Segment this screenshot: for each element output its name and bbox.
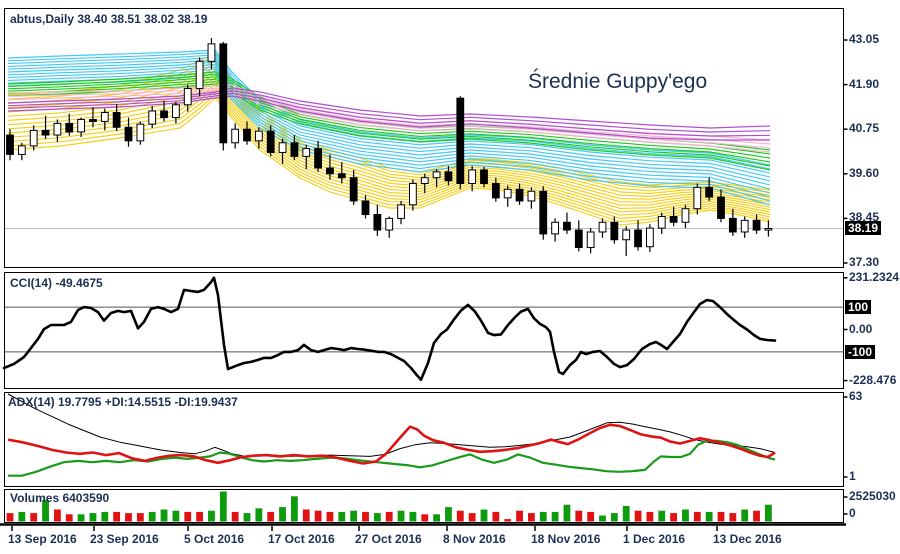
date-axis-label: 17 Oct 2016 <box>268 532 335 546</box>
volume-max-label: 2525030 <box>849 489 896 503</box>
date-axis-label: 13 Sep 2016 <box>8 532 77 546</box>
main-y-axis-label: 39.60 <box>849 165 880 180</box>
main-y-axis-label: 38.45 <box>849 210 880 225</box>
main-y-axis-label: 41.90 <box>849 76 880 91</box>
cci-upper-level-badge: 100 <box>845 300 872 315</box>
adx-indicator-label: ADX(14) 19.7795 +DI:14.5515 -DI:19.9437 <box>8 395 238 409</box>
chart-title: abtus,Daily 38.40 38.51 38.02 38.19 <box>10 12 208 26</box>
date-axis-label: 27 Oct 2016 <box>355 532 422 546</box>
guppy-annotation: Średnie Guppy'ego <box>528 70 708 93</box>
date-axis-label: 18 Nov 2016 <box>531 532 601 546</box>
cci-lower-level-badge: -100 <box>845 344 876 359</box>
date-axis-label: 1 Dec 2016 <box>623 532 686 546</box>
main-y-axis-label: 37.30 <box>849 255 880 269</box>
volumes-indicator-label: Volumes 6403590 <box>10 491 110 505</box>
cci-max-label: 231.2324 <box>849 269 900 284</box>
volume-min-label: 0 <box>849 506 856 520</box>
cci-indicator-label: CCI(14) -49.4675 <box>10 276 103 290</box>
date-axis-label: 13 Dec 2016 <box>713 532 782 546</box>
current-price-badge: 38.19 <box>845 221 882 236</box>
adx-min-label: 1 <box>849 469 856 483</box>
cci-min-label: -228.476 <box>849 372 897 387</box>
cci-zero-label: 0.00 <box>849 321 873 336</box>
date-axis-label: 8 Nov 2016 <box>443 532 506 546</box>
adx-max-label: 63 <box>849 389 863 404</box>
date-axis-label: 23 Sep 2016 <box>90 532 159 546</box>
main-y-axis-label: 40.75 <box>849 121 880 136</box>
main-y-axis-label: 43.05 <box>849 32 880 46</box>
date-axis-label: 5 Oct 2016 <box>184 532 245 546</box>
